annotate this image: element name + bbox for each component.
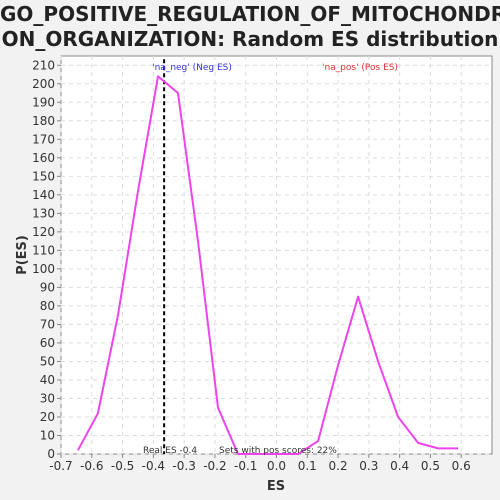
y-tick-label: 50 [40, 354, 55, 368]
x-tick-label: -0.6 [80, 459, 103, 473]
x-tick-label: 0.1 [298, 459, 317, 473]
series-layer [77, 75, 459, 455]
y-axis-ticks: 0 10 20 30 40 50 60 70 80 90 100 110 120 130 140 150 160… [32, 58, 61, 461]
x-tick-label: -0.7 [49, 459, 72, 473]
y-tick-label: 30 [40, 391, 55, 405]
y-tick-label: 110 [32, 243, 55, 257]
real-es-annotation: Real ES -0.4 [143, 446, 197, 456]
y-tick-label: 70 [40, 317, 55, 331]
x-tick-label: -0.1 [234, 459, 257, 473]
y-tick-label: 130 [32, 206, 55, 220]
pos-es-label: 'na_pos' (Pos ES) [322, 63, 398, 73]
x-axis-label: ES [267, 479, 285, 494]
y-tick-label: 150 [32, 169, 55, 183]
x-tick-label: 0.3 [359, 459, 378, 473]
chart-title: GO_POSITIVE_REGULATION_OF_MITOCHONDRI ON… [0, 2, 500, 52]
x-tick-label: 0.5 [421, 459, 440, 473]
y-tick-label: 90 [40, 280, 55, 294]
y-tick-label: 170 [32, 132, 55, 146]
y-tick-label: 180 [32, 114, 55, 128]
x-tick-label: -0.3 [172, 459, 195, 473]
grid [60, 56, 492, 455]
y-tick-label: 60 [40, 336, 55, 350]
es-distribution-line [77, 75, 459, 455]
x-tick-label: 0.4 [390, 459, 409, 473]
y-tick-label: 140 [32, 188, 55, 202]
y-axis-label: P(ES) [15, 235, 30, 275]
neg-es-label: 'na_neg' (Neg ES) [152, 63, 232, 73]
y-tick-label: 80 [40, 299, 55, 313]
x-tick-label: 0.6 [452, 459, 471, 473]
x-tick-label: 0.2 [329, 459, 348, 473]
y-tick-label: 10 [40, 428, 55, 442]
y-tick-label: 100 [32, 262, 55, 276]
x-tick-label: -0.5 [111, 459, 134, 473]
x-axis-ticks: -0.7 -0.6 -0.5 -0.4 -0.3 -0.2 -0.1 0.0 0.1 0.2 0.3… [49, 454, 471, 473]
pos-scores-annotation: Sets with pos scores: 22% [219, 446, 337, 456]
y-tick-label: 120 [32, 225, 55, 239]
y-tick-label: 210 [32, 58, 55, 72]
chart-title-line-2: ON_ORGANIZATION: Random ES distribution [1, 27, 499, 51]
y-tick-label: 200 [32, 77, 55, 91]
y-tick-label: 190 [32, 95, 55, 109]
x-tick-label: -0.4 [142, 459, 165, 473]
y-tick-label: 20 [40, 410, 55, 424]
y-tick-label: 0 [47, 447, 55, 461]
y-tick-label: 40 [40, 373, 55, 387]
chart-title-line-1: GO_POSITIVE_REGULATION_OF_MITOCHONDRI [0, 2, 500, 26]
x-tick-label: -0.2 [203, 459, 226, 473]
x-tick-label: 0.0 [267, 459, 286, 473]
y-tick-label: 160 [32, 151, 55, 165]
